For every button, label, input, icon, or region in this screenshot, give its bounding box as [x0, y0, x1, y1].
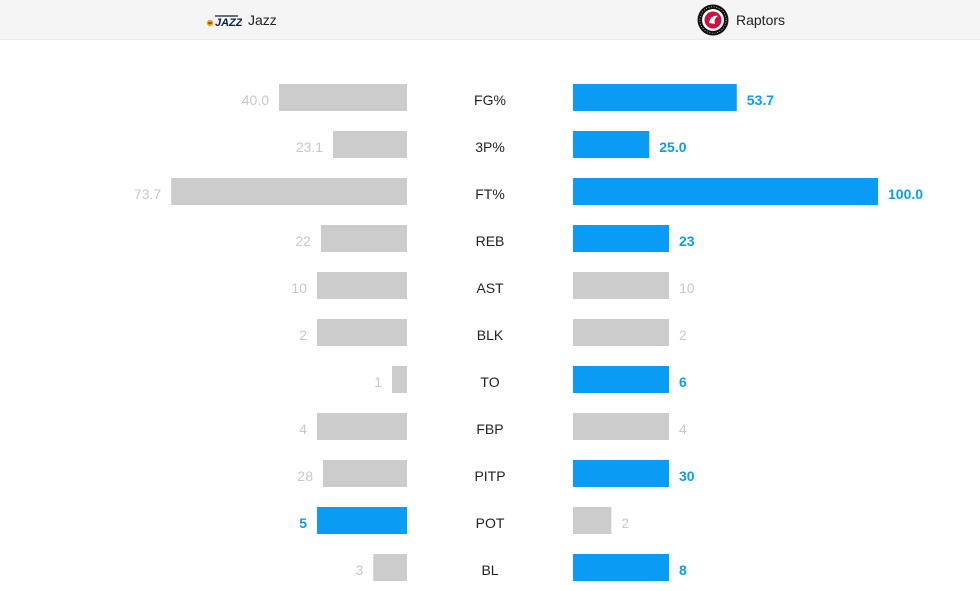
left-bar-to	[392, 366, 407, 393]
right-bar-blk	[573, 319, 669, 346]
left-bar-bl	[373, 554, 407, 581]
right-value-to: 6	[679, 374, 687, 390]
left-bar-reb	[320, 225, 407, 252]
left-team-name: Jazz	[248, 11, 277, 28]
toronto-raptors-logo-icon	[697, 4, 729, 36]
right-value-3p: 25.0	[659, 139, 686, 155]
team-header: JAZZ Jazz Raptors	[0, 0, 980, 40]
right-bar-reb	[573, 225, 669, 252]
category-label-pot: POT	[476, 515, 505, 531]
utah-jazz-logo-icon: JAZZ	[206, 12, 242, 28]
right-value-pot: 2	[621, 515, 629, 531]
left-value-to: 1	[374, 374, 382, 390]
right-bar-ast	[573, 272, 669, 299]
category-label-fg: FG%	[474, 92, 506, 108]
right-bar-pitp	[573, 460, 669, 487]
category-label-fbp: FBP	[476, 421, 503, 437]
left-value-bl: 3	[355, 562, 363, 578]
right-bar-fbp	[573, 413, 669, 440]
left-value-blk: 2	[299, 327, 307, 343]
category-label-pitp: PITP	[474, 468, 505, 484]
left-value-pitp: 28	[297, 468, 313, 484]
left-bar-fbp	[317, 413, 407, 440]
right-value-fbp: 4	[679, 421, 687, 437]
left-bar-3p	[333, 131, 407, 158]
category-label-to: TO	[480, 374, 499, 390]
category-label-ft: FT%	[475, 186, 505, 202]
right-bar-fg	[573, 84, 737, 111]
left-bar-fg	[279, 84, 407, 111]
left-value-ft: 73.7	[134, 186, 161, 202]
left-value-ast: 10	[291, 280, 307, 296]
left-value-3p: 23.1	[296, 139, 323, 155]
right-bar-ft	[573, 178, 878, 205]
right-team-name: Raptors	[736, 11, 786, 28]
right-value-fg: 53.7	[747, 92, 774, 108]
left-bar-ft	[171, 178, 407, 205]
right-bar-bl	[573, 554, 669, 581]
category-label-reb: REB	[476, 233, 505, 249]
category-label-3p: 3P%	[475, 139, 505, 155]
right-value-blk: 2	[679, 327, 687, 343]
category-label-blk: BLK	[477, 327, 504, 343]
left-value-pot: 5	[299, 515, 307, 531]
left-bar-pot	[317, 507, 407, 534]
left-bar-ast	[317, 272, 407, 299]
left-value-fg: 40.0	[242, 92, 269, 108]
right-bar-to	[573, 366, 669, 393]
left-value-fbp: 4	[299, 421, 307, 437]
right-value-ft: 100.0	[888, 186, 923, 202]
category-label-bl: BL	[481, 562, 498, 578]
right-value-pitp: 30	[679, 468, 695, 484]
left-team: JAZZ Jazz	[206, 0, 277, 39]
left-value-reb: 22	[295, 233, 311, 249]
left-bar-pitp	[323, 460, 407, 487]
right-value-reb: 23	[679, 233, 695, 249]
right-value-bl: 8	[679, 562, 687, 578]
right-value-ast: 10	[679, 280, 695, 296]
svg-text:JAZZ: JAZZ	[215, 17, 242, 28]
right-bar-pot	[573, 507, 612, 534]
category-label-ast: AST	[476, 280, 504, 296]
right-team: Raptors	[697, 0, 785, 39]
left-bar-blk	[317, 319, 407, 346]
right-bar-3p	[573, 131, 650, 158]
